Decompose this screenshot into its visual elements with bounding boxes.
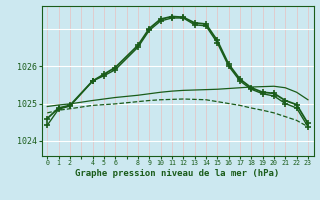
X-axis label: Graphe pression niveau de la mer (hPa): Graphe pression niveau de la mer (hPa) [76, 169, 280, 178]
